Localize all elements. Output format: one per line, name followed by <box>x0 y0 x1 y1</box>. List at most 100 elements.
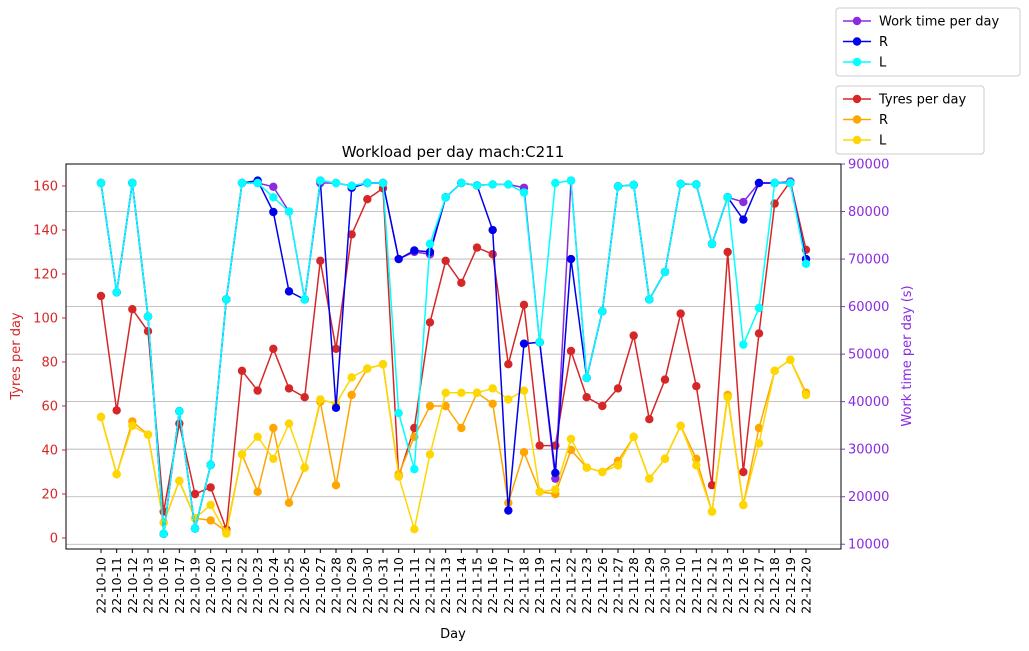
data-point-work-time-l <box>175 406 184 416</box>
data-point-tyres-l <box>629 432 638 441</box>
data-point-work-time-l <box>425 239 435 249</box>
x-tick-label: 22-10-25 <box>282 557 297 614</box>
data-point-work-time <box>739 197 748 207</box>
right-tick-label: 80000 <box>848 205 889 220</box>
right-tick-label: 20000 <box>848 490 889 505</box>
data-point-tyres <box>629 331 638 340</box>
data-point-tyres-l <box>519 386 529 395</box>
data-point-tyres <box>472 243 482 252</box>
data-point-tyres-r <box>331 481 341 490</box>
data-point-work-time-l <box>269 193 278 202</box>
left-axis: 0 20 40 60 80 100 120 140 160 <box>33 180 66 547</box>
data-point-tyres <box>723 247 732 257</box>
x-tick-label: 22-10-30 <box>360 557 375 614</box>
legend-marker <box>852 135 862 145</box>
legend-marker <box>852 94 862 104</box>
x-tick-label: 22-11-18 <box>517 557 532 614</box>
legend-label: L <box>879 56 887 71</box>
data-point-tyres-l <box>472 388 482 397</box>
data-point-tyres-l <box>378 360 388 369</box>
data-point-tyres-l <box>222 529 231 538</box>
data-point-work-time-l <box>629 180 638 190</box>
data-point-tyres-l <box>598 467 607 477</box>
x-tick-label: 22-10-16 <box>156 557 171 614</box>
legend-label: L <box>879 134 887 149</box>
right-tick-label: 60000 <box>848 300 889 315</box>
x-tick-label: 22-11-19 <box>532 557 547 614</box>
data-point-work-time-l <box>598 307 607 316</box>
data-point-work-time-l <box>394 408 403 418</box>
data-point-work-time-l <box>143 312 153 321</box>
x-tick-label: 22-11-13 <box>438 557 453 614</box>
data-point-work-time-l <box>96 178 106 188</box>
data-point-tyres-l <box>300 463 309 472</box>
right-tick-label: 30000 <box>848 443 889 458</box>
data-point-tyres <box>488 250 497 259</box>
data-point-work-time-l <box>645 295 654 304</box>
x-tick-label: 22-12-19 <box>783 557 798 614</box>
data-point-tyres <box>96 291 106 301</box>
data-point-work-time-l <box>801 259 811 269</box>
legend-label: R <box>879 35 888 50</box>
data-point-tyres <box>504 360 513 369</box>
data-point-tyres-l <box>645 474 654 483</box>
data-point-work-time-l <box>206 460 215 470</box>
series-layer <box>96 176 811 538</box>
data-point-tyres-l <box>582 463 591 472</box>
data-point-tyres <box>707 481 717 490</box>
data-point-tyres-l <box>410 525 419 534</box>
data-point-tyres-l <box>128 421 137 430</box>
data-point-work-time <box>269 182 278 192</box>
data-point-work-time-r <box>519 339 529 348</box>
x-tick-label: 22-12-18 <box>767 557 782 614</box>
right-tick-label: 90000 <box>848 158 889 173</box>
x-tick-label: 22-12-16 <box>736 557 751 614</box>
data-point-tyres-r <box>206 516 215 525</box>
data-point-work-time-r <box>331 403 341 413</box>
x-tick-label: 22-11-21 <box>548 557 563 614</box>
data-point-work-time-l <box>551 178 560 188</box>
x-tick-label: 22-12-11 <box>689 557 704 614</box>
right-tick-label: 10000 <box>848 538 889 553</box>
data-point-tyres-l <box>786 355 795 364</box>
data-point-tyres <box>739 467 748 477</box>
right-tick-label: 40000 <box>848 395 889 410</box>
data-point-work-time-l <box>660 267 670 277</box>
right-tick-label: 70000 <box>848 253 889 268</box>
left-tick-label: 20 <box>41 488 58 503</box>
left-tick-label: 100 <box>33 312 58 327</box>
x-tick-label: 22-10-22 <box>235 557 250 614</box>
data-point-work-time-l <box>472 181 482 190</box>
left-tick-label: 140 <box>33 224 58 239</box>
x-tick-label: 22-11-22 <box>564 557 579 614</box>
data-point-work-time-r <box>739 215 748 224</box>
data-point-work-time-l <box>112 288 121 297</box>
data-point-tyres-l <box>770 366 779 375</box>
x-tick-label: 22-11-27 <box>611 557 626 614</box>
x-axis: 22-10-10 22-10-11 22-10-12 22-10-13 22-10-16… <box>94 549 814 614</box>
series-tyres-l <box>96 355 811 538</box>
data-point-tyres-l <box>754 439 764 448</box>
x-tick-label: 22-10-27 <box>313 557 328 614</box>
x-tick-label: 22-12-10 <box>673 557 688 614</box>
x-tick-label: 22-11-23 <box>579 557 594 614</box>
x-tick-label: 22-10-10 <box>94 557 109 614</box>
data-point-tyres <box>754 329 764 338</box>
series-work-time-l <box>96 176 811 538</box>
data-point-tyres-l <box>660 454 670 463</box>
data-point-work-time-l <box>316 176 325 185</box>
data-point-tyres <box>425 318 435 327</box>
data-point-work-time-r <box>410 246 419 255</box>
data-point-work-time-l <box>566 176 576 185</box>
legend-marker <box>852 57 862 67</box>
x-tick-label: 22-11-11 <box>407 557 422 614</box>
data-point-tyres-r <box>754 423 764 433</box>
data-point-tyres-l <box>692 461 701 470</box>
data-point-tyres-l <box>206 500 215 510</box>
right-tick-label: 50000 <box>848 348 889 363</box>
x-tick-label: 22-11-17 <box>501 557 516 614</box>
data-point-tyres-l <box>676 421 685 430</box>
left-tick-label: 0 <box>50 532 58 547</box>
